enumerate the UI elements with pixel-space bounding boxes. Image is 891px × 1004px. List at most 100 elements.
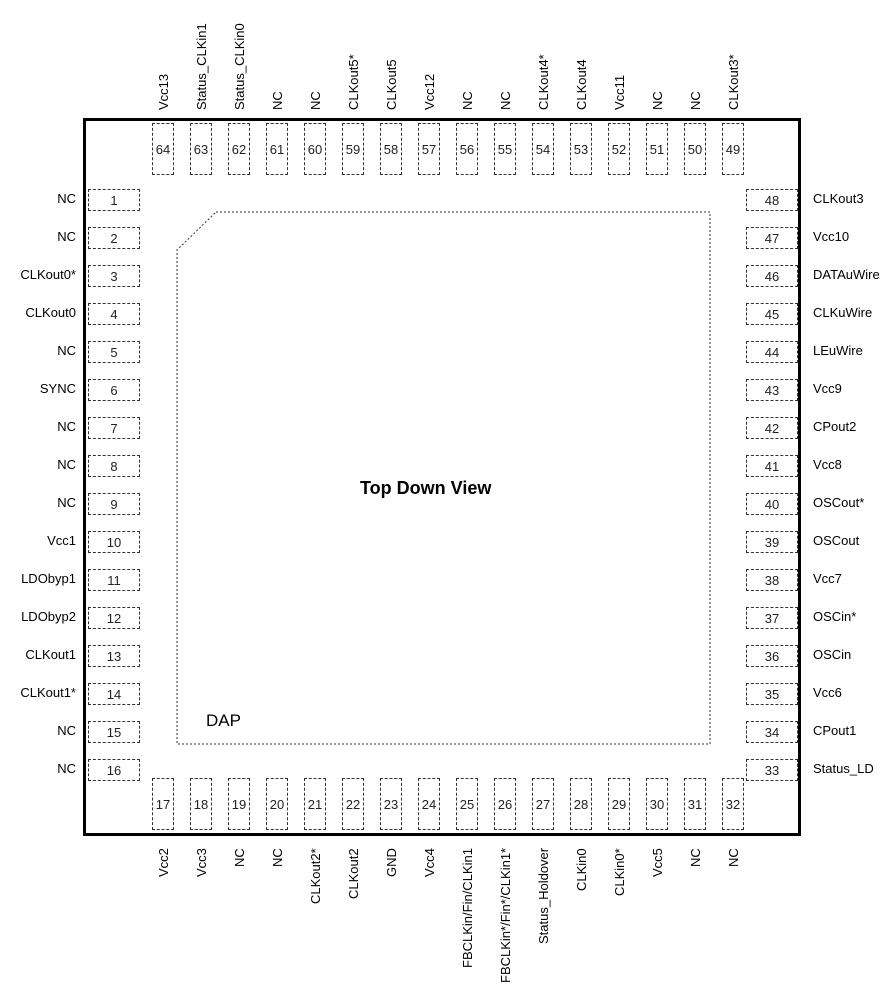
- pin-24: 24: [418, 778, 440, 830]
- pin-64: 64: [152, 123, 174, 175]
- pin-47: 47: [746, 227, 798, 249]
- pin-22: 22: [342, 778, 364, 830]
- pin-label-50: NC: [688, 91, 703, 110]
- pin-43: 43: [746, 379, 798, 401]
- pin-label-56: NC: [460, 91, 475, 110]
- pin-label-49: CLKout3*: [726, 54, 741, 110]
- pin-label-13: CLKout1: [25, 647, 76, 662]
- pin-label-27: Status_Holdover: [536, 847, 551, 944]
- pin-36: 36: [746, 645, 798, 667]
- pin-57: 57: [418, 123, 440, 175]
- pin-34: 34: [746, 721, 798, 743]
- pin-28: 28: [570, 778, 592, 830]
- pin-label-44: LEuWire: [813, 343, 863, 358]
- pin-label-54: CLKout4*: [536, 54, 551, 110]
- pin-label-7: NC: [57, 419, 76, 434]
- pin-label-42: CPout2: [813, 419, 857, 434]
- pin-label-28: CLKin0: [574, 848, 589, 891]
- pin-label-64: Vcc13: [156, 73, 171, 110]
- pin-label-16: NC: [57, 761, 76, 776]
- pin-9: 9: [88, 493, 140, 515]
- pin-label-1: NC: [57, 191, 76, 206]
- pin-label-34: CPout1: [813, 723, 857, 738]
- pin-label-17: Vcc2: [156, 848, 171, 877]
- pin-label-21: CLKout2*: [308, 848, 323, 904]
- pin-45: 45: [746, 303, 798, 325]
- pin-11: 11: [88, 569, 140, 591]
- pin-label-18: Vcc3: [194, 848, 209, 877]
- pin-13: 13: [88, 645, 140, 667]
- pin-label-61: NC: [270, 91, 285, 110]
- pin-label-59: CLKout5*: [346, 54, 361, 110]
- pin-label-48: CLKout3: [813, 191, 864, 206]
- pin-49: 49: [722, 123, 744, 175]
- pin-label-55: NC: [498, 91, 513, 110]
- pin-5: 5: [88, 341, 140, 363]
- pin-label-52: Vcc11: [612, 74, 627, 110]
- pin-25: 25: [456, 778, 478, 830]
- pin-label-32: NC: [726, 848, 741, 867]
- pin-label-11: LDObyp1: [21, 571, 76, 586]
- pin-20: 20: [266, 778, 288, 830]
- pin-label-22: CLKout2: [346, 848, 361, 899]
- pin-label-57: Vcc12: [422, 73, 437, 110]
- pin-1: 1: [88, 189, 140, 211]
- pin-3: 3: [88, 265, 140, 287]
- pin-48: 48: [746, 189, 798, 211]
- pin-label-38: Vcc7: [813, 571, 842, 586]
- pin-51: 51: [646, 123, 668, 175]
- pin-label-9: NC: [57, 495, 76, 510]
- pin-label-46: DATAuWire: [813, 267, 880, 282]
- pin-53: 53: [570, 123, 592, 175]
- pin-label-45: CLKuWire: [813, 305, 873, 320]
- pin-41: 41: [746, 455, 798, 477]
- pin-label-6: SYNC: [39, 381, 76, 396]
- pin-23: 23: [380, 778, 402, 830]
- pin-42: 42: [746, 417, 798, 439]
- pin-label-24: Vcc4: [422, 848, 437, 877]
- pin-label-19: NC: [232, 848, 247, 867]
- pin-label-4: CLKout0: [25, 305, 76, 320]
- pin-label-47: Vcc10: [813, 229, 850, 244]
- pin-label-26: FBCLKin*/Fin*/CLKin1*: [498, 847, 513, 983]
- pin-label-14: CLKout1*: [20, 685, 76, 700]
- pin-8: 8: [88, 455, 140, 477]
- pin-62: 62: [228, 123, 250, 175]
- pin-label-3: CLKout0*: [20, 267, 76, 282]
- pin-63: 63: [190, 123, 212, 175]
- pin-7: 7: [88, 417, 140, 439]
- pin-19: 19: [228, 778, 250, 830]
- pin-40: 40: [746, 493, 798, 515]
- pin-29: 29: [608, 778, 630, 830]
- pin-label-43: Vcc9: [813, 381, 842, 396]
- pin-label-41: Vcc8: [813, 457, 842, 472]
- pin-label-35: Vcc6: [813, 685, 842, 700]
- pin-label-63: Status_CLKin1: [194, 23, 209, 110]
- pin-label-30: Vcc5: [650, 848, 665, 877]
- pin-37: 37: [746, 607, 798, 629]
- pin-33: 33: [746, 759, 798, 781]
- pin-6: 6: [88, 379, 140, 401]
- pin-label-10: Vcc1: [47, 533, 76, 548]
- pin-label-5: NC: [57, 343, 76, 358]
- pin-60: 60: [304, 123, 326, 175]
- pin-label-25: FBCLKin/Fin/CLKin1: [460, 848, 475, 968]
- pin-label-29: CLKin0*: [612, 848, 627, 896]
- pin-55: 55: [494, 123, 516, 175]
- pin-label-37: OSCin*: [813, 609, 857, 624]
- pin-26: 26: [494, 778, 516, 830]
- pin-label-15: NC: [57, 723, 76, 738]
- pin-38: 38: [746, 569, 798, 591]
- pin-27: 27: [532, 778, 554, 830]
- pin-32: 32: [722, 778, 744, 830]
- pin-18: 18: [190, 778, 212, 830]
- pin-label-51: NC: [650, 91, 665, 110]
- pin-label-62: Status_CLKin0: [232, 23, 247, 110]
- pin-label-40: OSCout*: [813, 495, 865, 510]
- pin-10: 10: [88, 531, 140, 553]
- pin-52: 52: [608, 123, 630, 175]
- pin-label-23: GND: [384, 848, 399, 877]
- pin-30: 30: [646, 778, 668, 830]
